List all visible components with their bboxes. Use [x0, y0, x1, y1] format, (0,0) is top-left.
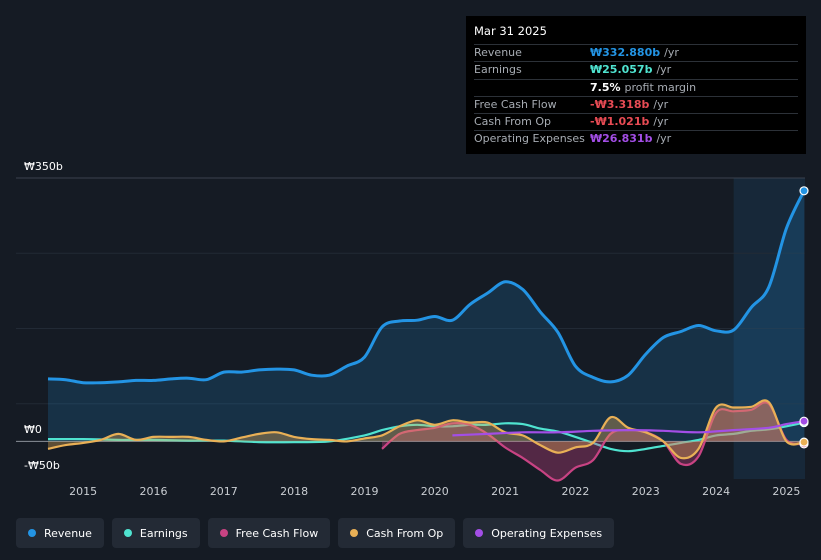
x-tick-label: 2015 [69, 485, 98, 498]
tooltip-row: Free Cash Flow -₩3.318b/yr [474, 95, 798, 113]
x-tick-label: 2019 [350, 485, 379, 498]
tooltip-row-unit: profit margin [624, 80, 697, 94]
legend-item-label: Earnings [139, 526, 188, 540]
legend-item-revenue[interactable]: Revenue [16, 518, 104, 548]
tooltip-row-label: Free Cash Flow [474, 97, 557, 111]
tooltip-row-unit: /yr [653, 115, 669, 129]
tooltip-row-label: Earnings [474, 63, 522, 77]
tooltip-row-value: -₩3.318b [590, 97, 650, 111]
x-tick-label: 2016 [139, 485, 168, 498]
revenue-line [47, 190, 806, 385]
legend-dot-icon [475, 529, 484, 537]
legend-item-label: Free Cash Flow [235, 526, 319, 540]
legend-dot-icon [28, 529, 36, 537]
tooltip-row-label: Operating Expenses [474, 132, 585, 146]
grid-lines [16, 177, 805, 442]
legend-item-label: Cash From Op [366, 526, 444, 540]
tooltip-row-unit: /yr [653, 97, 669, 111]
tooltip-row: Operating Expenses ₩26.831b/yr [474, 130, 798, 147]
tooltip-row-unit: /yr [664, 46, 679, 59]
tooltip-row-unit: /yr [656, 63, 672, 77]
legend-item-free-cash-flow[interactable]: Free Cash Flow [207, 518, 331, 548]
tooltip-row-value: 7.5% [590, 80, 621, 94]
x-tick-label: 2017 [209, 485, 238, 498]
tooltip-row: 7.5% profit margin [474, 78, 798, 96]
operating-expenses-line [452, 420, 805, 437]
series-layer [47, 190, 806, 482]
end-markers [799, 186, 809, 449]
x-tick-label: 2024 [702, 485, 731, 498]
tooltip-row: Revenue ₩332.880b/yr [474, 44, 798, 61]
cash-from-op-end-marker [799, 437, 809, 447]
revenue-end-marker [799, 186, 809, 196]
revenue-area [48, 190, 804, 442]
tooltip-row-label: Revenue [474, 46, 522, 59]
x-tick-label: 2021 [491, 485, 520, 498]
y-axis-zero-label: ₩0 [24, 423, 42, 436]
y-axis-bottom-label: -₩50b [24, 459, 60, 472]
legend-item-cash-from-op[interactable]: Cash From Op [338, 518, 456, 548]
x-tick-label: 2018 [280, 485, 309, 498]
tooltip-row-label [474, 80, 590, 96]
tooltip-row: Earnings ₩25.057b/yr [474, 61, 798, 78]
legend-item-label: Operating Expenses [491, 526, 603, 540]
tooltip-row-unit: /yr [656, 132, 672, 146]
tooltip-rows: Revenue ₩332.880b/yr Earnings ₩25.057b/yr 7.… [474, 44, 798, 148]
x-tick-label: 2025 [772, 485, 801, 498]
y-axis-top-label: ₩350b [24, 160, 63, 173]
tooltip-date: Mar 31 2025 [474, 24, 547, 38]
tooltip-row-value: ₩332.880b [590, 46, 661, 59]
tooltip-row-value: ₩26.831b [590, 132, 653, 146]
tooltip-row-label: Cash From Op [474, 115, 552, 129]
cash-from-op-line [47, 399, 805, 460]
legend-item-label: Revenue [44, 526, 92, 540]
cash-from-op-area [48, 400, 804, 459]
x-tick-label: 2022 [561, 485, 590, 498]
legend-dot-icon [123, 529, 132, 537]
legend-item-earnings[interactable]: Earnings [111, 518, 200, 548]
legend-item-operating-expenses[interactable]: Operating Expenses [463, 518, 615, 548]
tooltip-row-value: ₩25.057b [590, 63, 653, 77]
tooltip-panel: Mar 31 2025 Revenue ₩332.880b/yr Earnings ₩… [466, 16, 806, 154]
x-tick-label: 2023 [631, 485, 660, 498]
legend-dot-icon [350, 529, 359, 537]
x-tick-label: 2020 [420, 485, 449, 498]
operating-expenses-end-marker [799, 416, 809, 426]
free-cash-flow-line [381, 401, 805, 482]
tooltip-row: Cash From Op -₩1.021b/yr [474, 113, 798, 130]
tooltip-row-value: -₩1.021b [590, 115, 650, 129]
legend-dot-icon [219, 529, 228, 537]
legend: Revenue Earnings Free Cash Flow Cash From O… [16, 518, 615, 548]
